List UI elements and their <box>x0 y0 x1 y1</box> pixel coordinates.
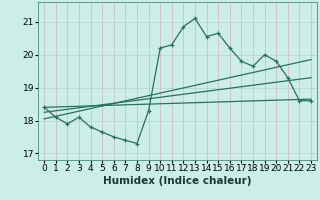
X-axis label: Humidex (Indice chaleur): Humidex (Indice chaleur) <box>103 176 252 186</box>
